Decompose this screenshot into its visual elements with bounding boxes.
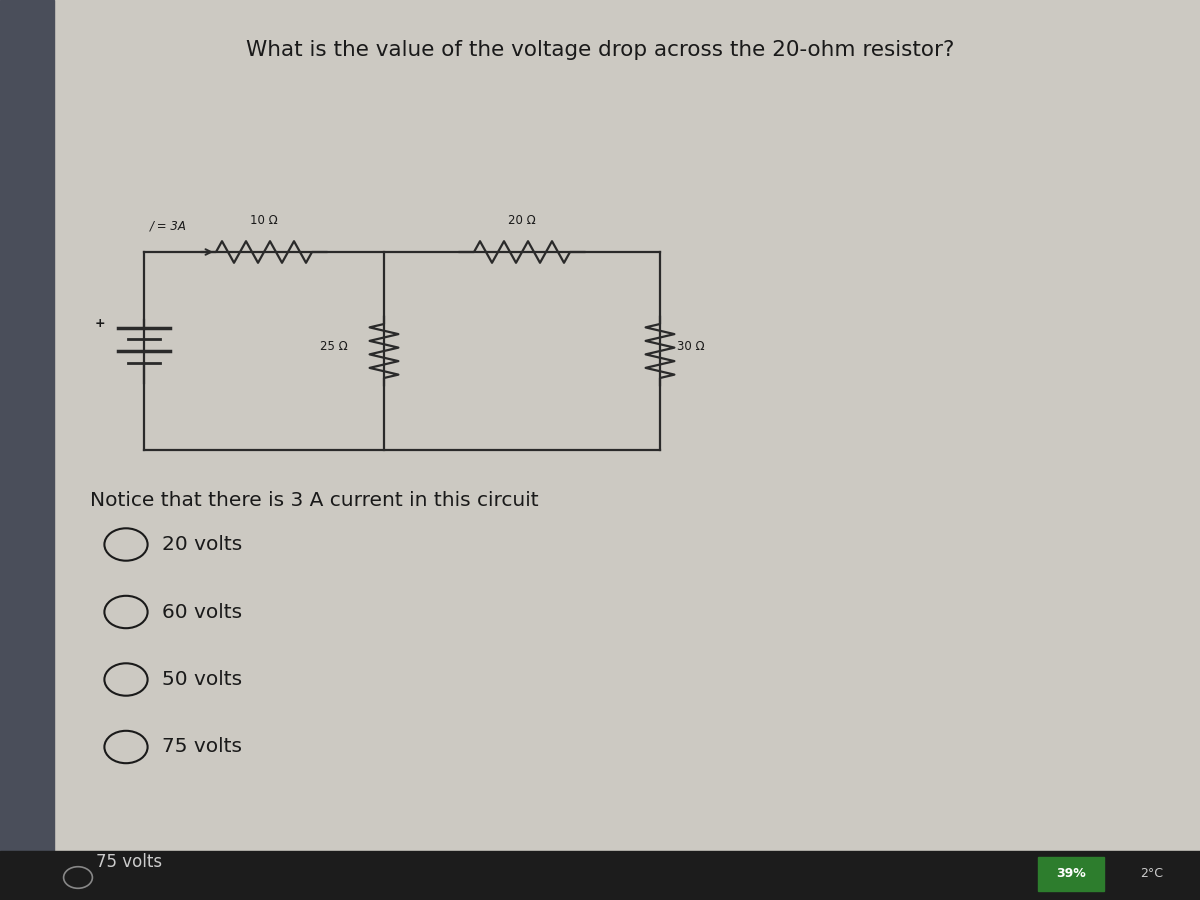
Bar — [1038, 857, 1104, 891]
Text: 20 Ω: 20 Ω — [508, 214, 536, 227]
Text: 50 volts: 50 volts — [162, 670, 242, 689]
Text: 75 volts: 75 volts — [96, 853, 162, 871]
Text: +: + — [95, 317, 106, 329]
Text: What is the value of the voltage drop across the 20-ohm resistor?: What is the value of the voltage drop ac… — [246, 40, 954, 60]
Text: 20 volts: 20 volts — [162, 535, 242, 554]
Bar — [0, 0, 54, 900]
Text: 25 Ω: 25 Ω — [320, 340, 348, 353]
Bar — [0, 850, 1200, 900]
Text: 60 volts: 60 volts — [162, 602, 242, 622]
Text: 39%: 39% — [1056, 868, 1086, 880]
Text: 30 Ω: 30 Ω — [677, 340, 704, 353]
Text: 2°C: 2°C — [1140, 868, 1164, 880]
Text: Notice that there is 3 A current in this circuit: Notice that there is 3 A current in this… — [90, 491, 539, 509]
Text: 75 volts: 75 volts — [162, 737, 242, 757]
Text: 10 Ω: 10 Ω — [250, 214, 278, 227]
Text: / = 3A: / = 3A — [150, 220, 187, 232]
